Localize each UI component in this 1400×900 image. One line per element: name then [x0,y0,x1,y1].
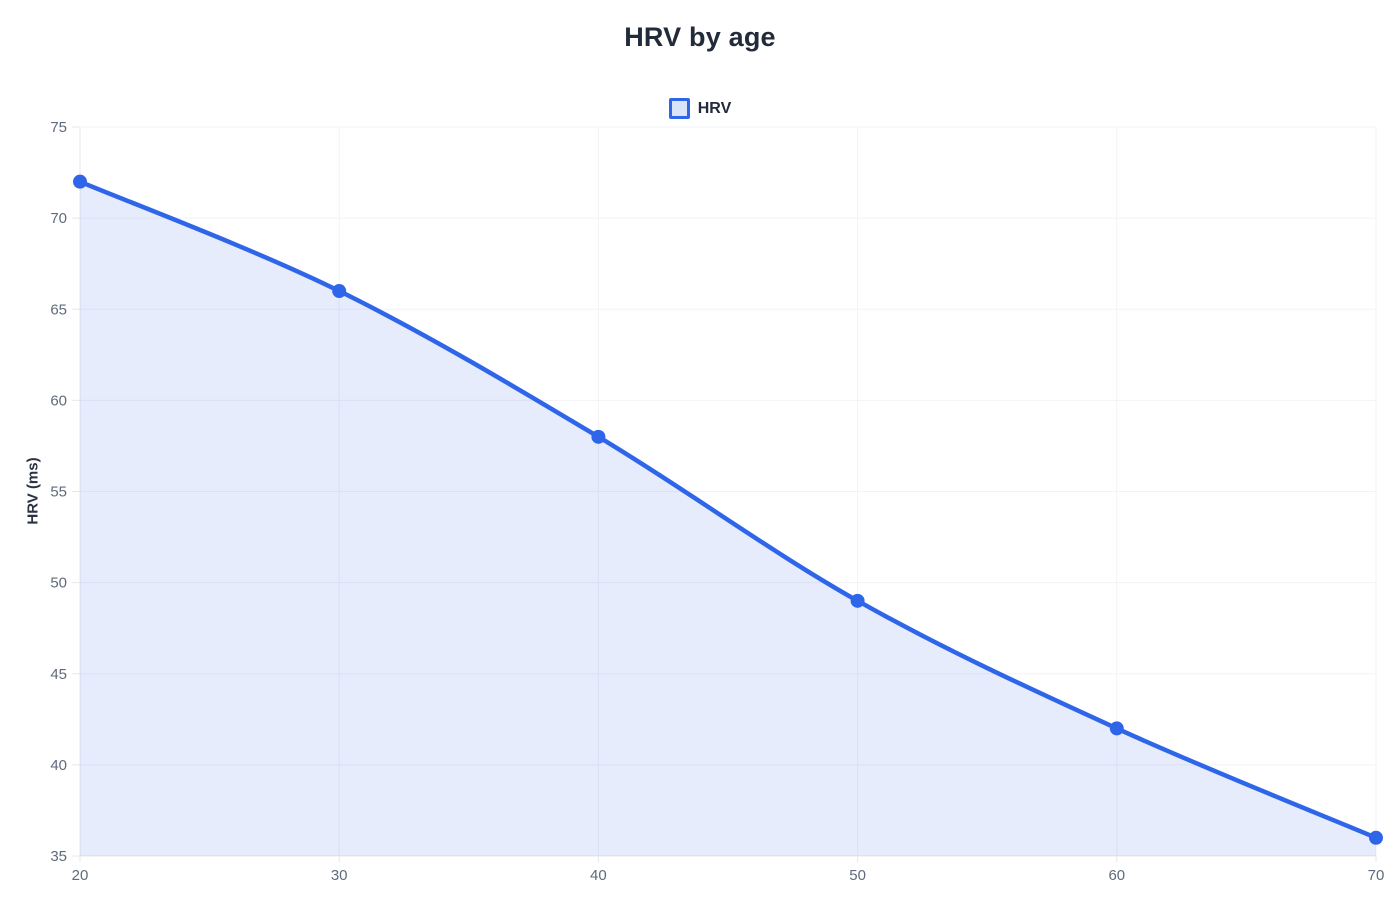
area-fill [80,181,1376,857]
data-point [332,284,347,299]
data-point [850,593,865,608]
y-tick-label: 70 [50,210,67,227]
x-tick-label: 40 [590,867,607,884]
x-tick-label: 70 [1368,867,1385,884]
x-tick-label: 20 [72,867,89,884]
y-tick-label: 35 [50,848,67,865]
chart-title: HRV by age [624,22,776,52]
legend-marker-icon [668,98,690,119]
y-tick-label: 40 [50,757,67,774]
x-tick-label: 60 [1108,867,1125,884]
y-tick-label: 55 [50,484,67,501]
data-point [1369,830,1383,845]
legend-item-hrv[interactable]: HRV [0,98,1400,119]
legend-label: HRV [697,99,732,117]
data-point [591,429,606,444]
x-tick-label: 30 [331,867,348,884]
y-tick-label: 50 [50,575,67,592]
y-tick-label: 45 [50,666,67,683]
y-tick-label: 65 [50,301,67,318]
y-tick-label: 75 [50,119,67,136]
x-tick-label: 50 [849,867,866,884]
data-point [1109,721,1124,736]
y-tick-label: 60 [50,392,67,409]
data-point [73,174,87,189]
series-line [77,179,1379,841]
